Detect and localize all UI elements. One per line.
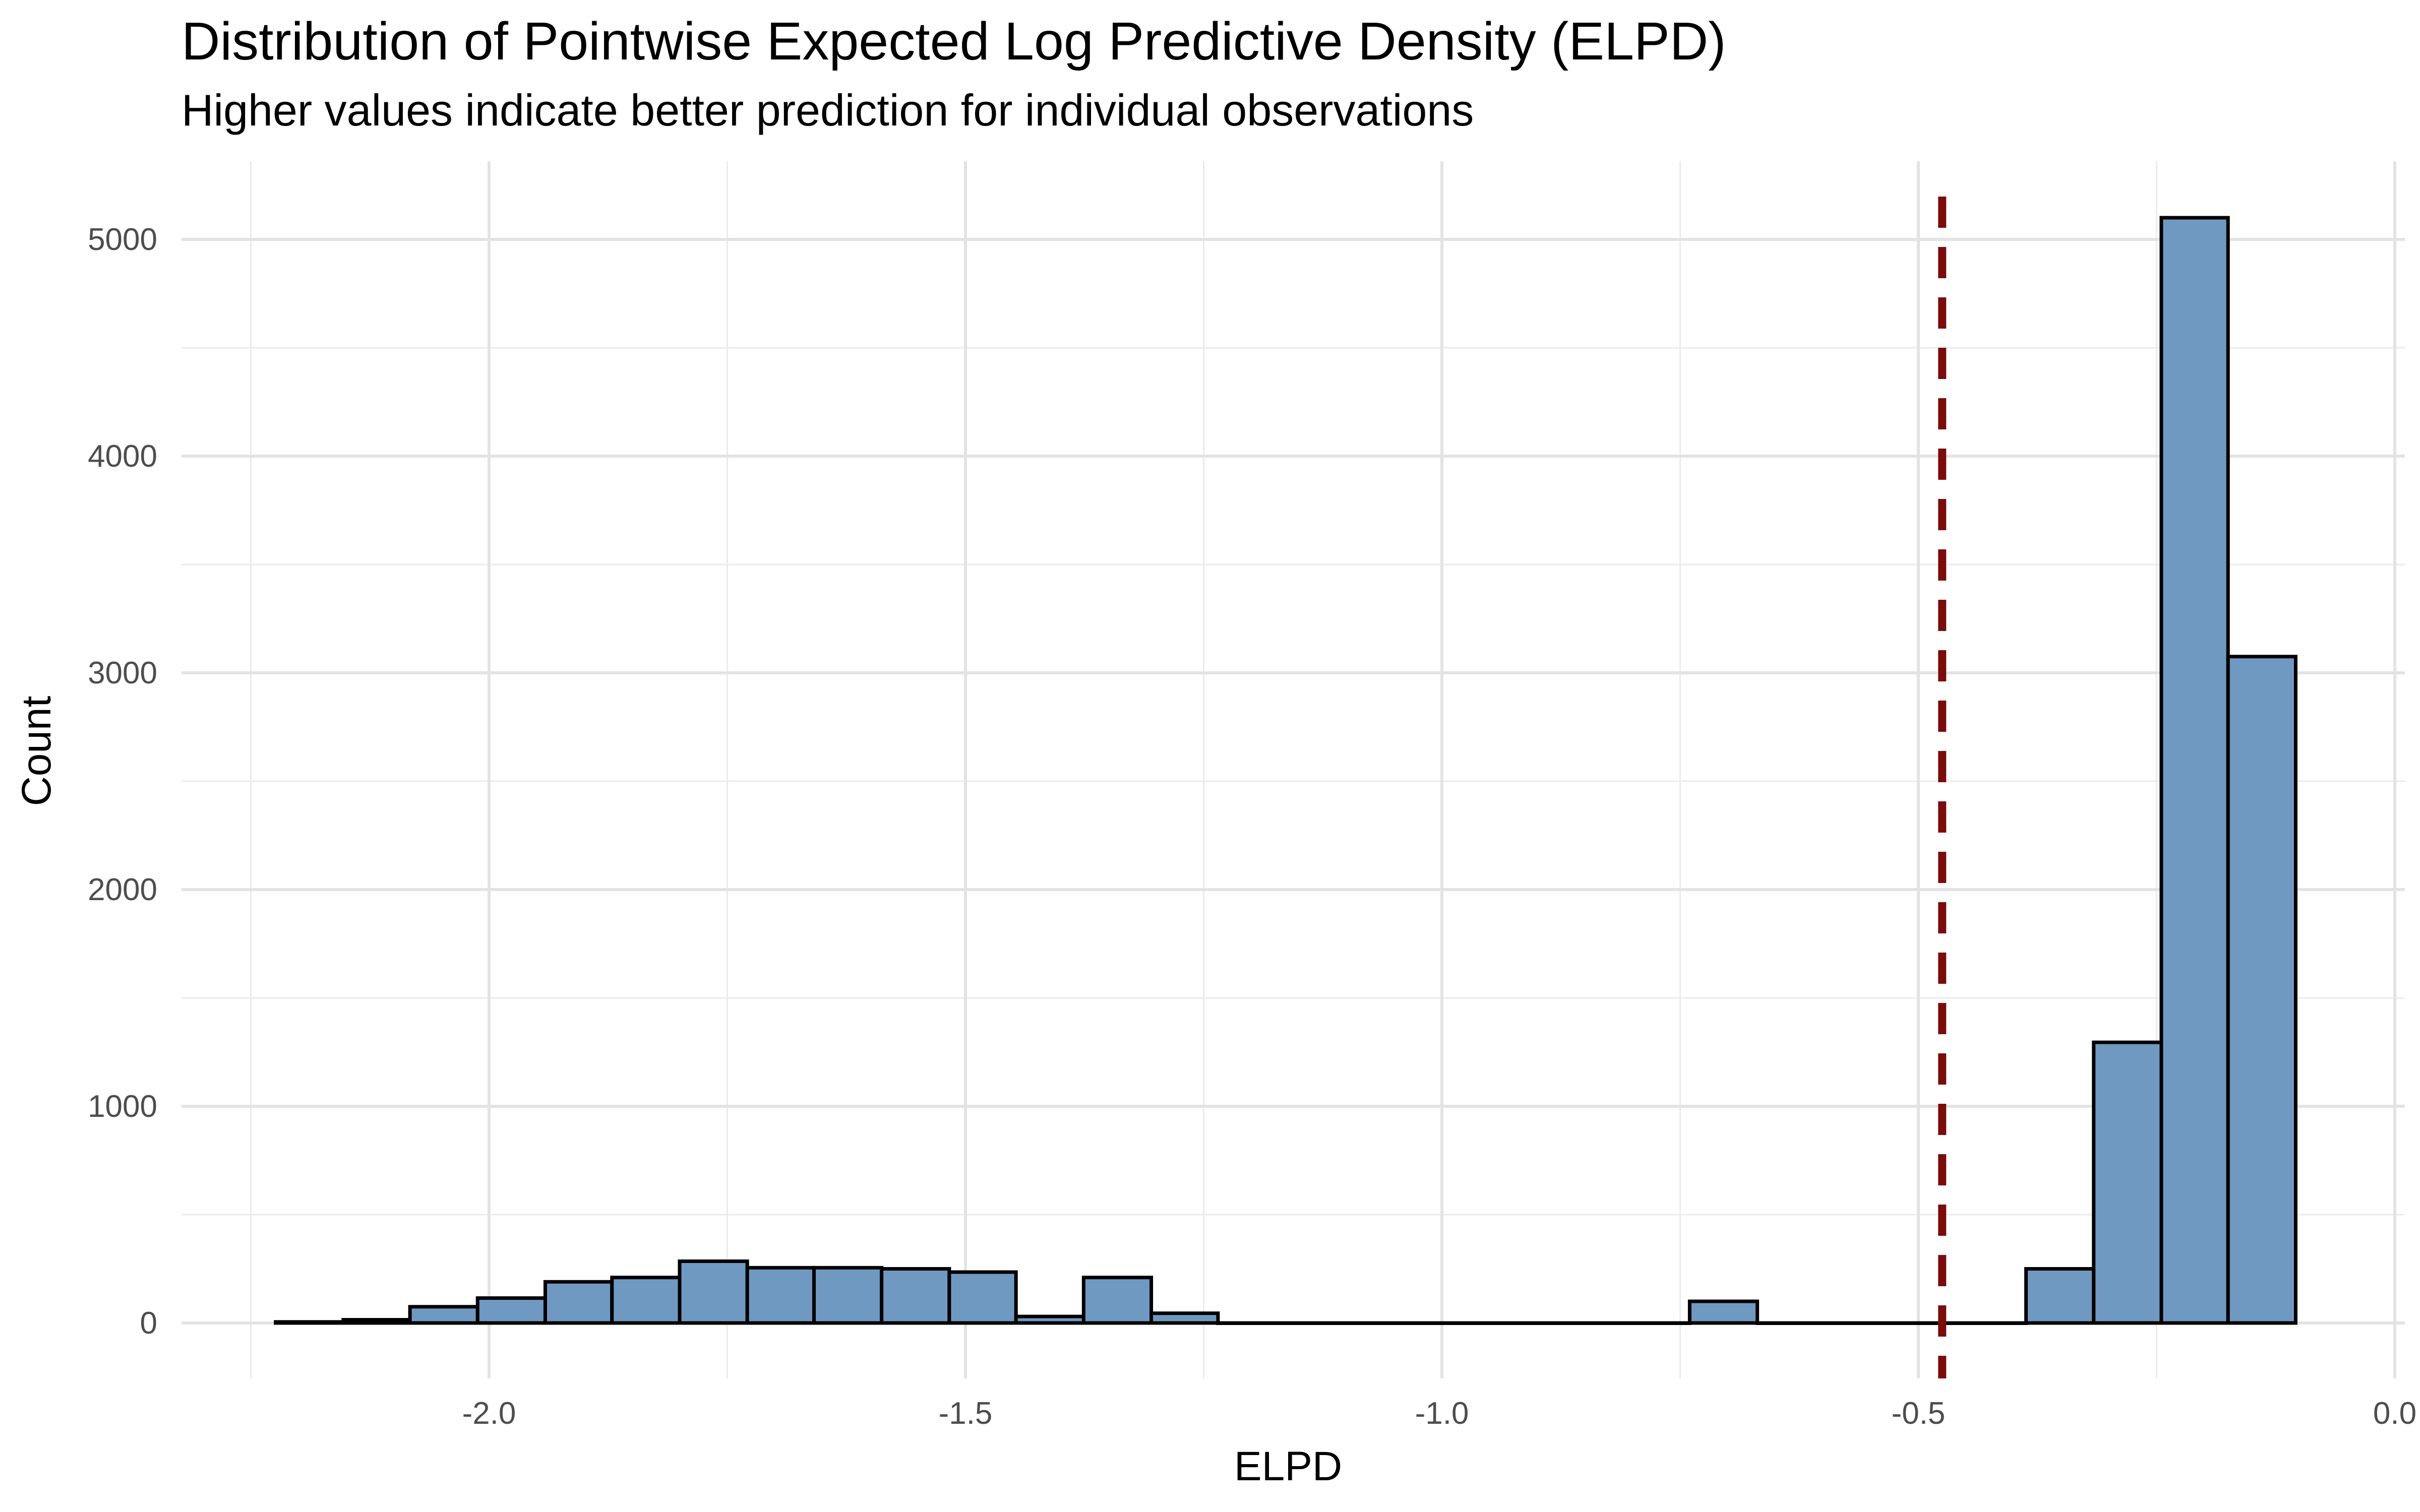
histogram-bar — [1756, 1321, 1826, 1325]
histogram-bar — [1822, 1321, 1894, 1325]
histogram-bar — [678, 1259, 749, 1325]
histogram-bar — [1216, 1321, 1288, 1325]
x-tick-label: -1.5 — [939, 1396, 993, 1431]
histogram-bar — [812, 1266, 884, 1325]
y-tick-label: 3000 — [88, 656, 157, 690]
histogram-bar — [1014, 1314, 1085, 1325]
histogram-bar — [2159, 216, 2230, 1325]
histogram-bar — [610, 1276, 682, 1325]
x-tick-label: -2.0 — [462, 1396, 516, 1431]
histogram-bar — [475, 1296, 548, 1325]
histogram-bar — [1890, 1321, 1961, 1325]
histogram-bar — [408, 1305, 479, 1325]
histogram-bar — [274, 1320, 345, 1325]
histogram-bars — [274, 216, 2297, 1325]
histogram-bar — [880, 1267, 951, 1325]
histogram-bar — [543, 1280, 614, 1325]
histogram-bar — [1418, 1321, 1490, 1325]
histogram-bar — [2092, 1040, 2163, 1325]
y-tick-label: 2000 — [88, 872, 157, 907]
x-tick-label: 0.0 — [2373, 1396, 2416, 1431]
x-tick-label: -1.0 — [1415, 1396, 1469, 1431]
histogram-bar — [1687, 1299, 1760, 1325]
histogram-bar — [745, 1266, 816, 1325]
y-tick-label: 4000 — [88, 439, 157, 474]
histogram-bar — [2226, 655, 2297, 1325]
y-tick-label: 1000 — [88, 1089, 157, 1124]
histogram-bar — [1351, 1321, 1422, 1325]
histogram-bar — [1486, 1321, 1557, 1325]
chart-subtitle: Higher values indicate better prediction… — [182, 85, 1474, 135]
histogram-bar — [1284, 1321, 1355, 1325]
histogram-bar — [1553, 1321, 1624, 1325]
histogram-bar — [2024, 1267, 2096, 1325]
y-tick-label: 5000 — [88, 222, 157, 257]
x-tick-label: -0.5 — [1892, 1396, 1946, 1431]
x-axis-title: ELPD — [1234, 1443, 1342, 1489]
major-gridlines — [182, 161, 2405, 1378]
histogram-bar — [1957, 1321, 2028, 1325]
histogram-bar — [1150, 1311, 1220, 1325]
histogram-bar — [1081, 1276, 1154, 1325]
y-axis-ticks: 0 1000 2000 3000 4000 5000 — [88, 222, 157, 1341]
y-tick-label: 0 — [140, 1306, 157, 1341]
y-axis-title: Count — [14, 696, 59, 806]
minor-gridlines — [182, 161, 2405, 1378]
histogram-bar — [1620, 1321, 1691, 1325]
histogram-bar — [947, 1270, 1018, 1325]
chart-title: Distribution of Pointwise Expected Log P… — [182, 12, 1726, 71]
x-axis-ticks: -2.0 -1.5 -1.0 -0.5 0.0 — [462, 1396, 2417, 1431]
histogram-bar — [341, 1318, 412, 1325]
